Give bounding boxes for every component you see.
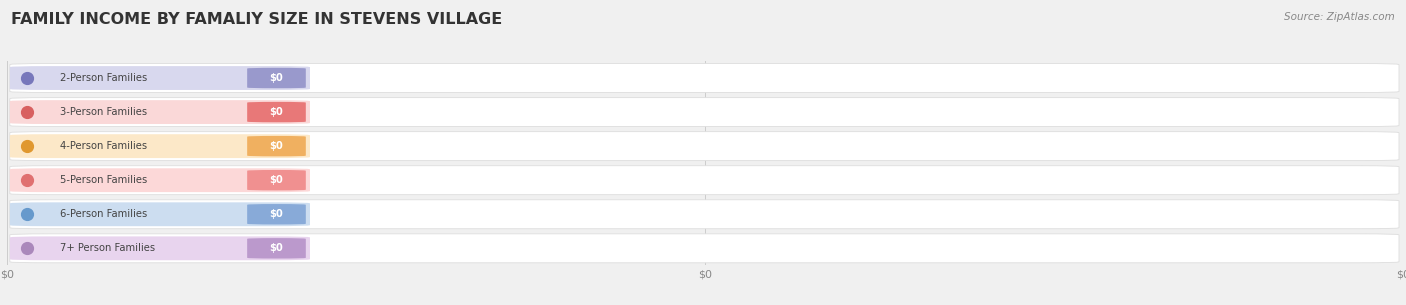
Text: FAMILY INCOME BY FAMALIY SIZE IN STEVENS VILLAGE: FAMILY INCOME BY FAMALIY SIZE IN STEVENS…	[11, 12, 502, 27]
FancyBboxPatch shape	[10, 200, 1399, 229]
Text: 6-Person Families: 6-Person Families	[60, 209, 148, 219]
FancyBboxPatch shape	[10, 236, 309, 260]
FancyBboxPatch shape	[10, 168, 309, 192]
FancyBboxPatch shape	[247, 136, 307, 156]
FancyBboxPatch shape	[10, 166, 1399, 195]
Text: $0: $0	[270, 243, 284, 253]
FancyBboxPatch shape	[247, 68, 307, 88]
FancyBboxPatch shape	[10, 134, 309, 158]
Text: $0: $0	[270, 73, 284, 83]
FancyBboxPatch shape	[247, 238, 307, 259]
Text: 3-Person Families: 3-Person Families	[60, 107, 148, 117]
FancyBboxPatch shape	[247, 170, 307, 190]
Text: Source: ZipAtlas.com: Source: ZipAtlas.com	[1284, 12, 1395, 22]
Text: $0: $0	[270, 141, 284, 151]
FancyBboxPatch shape	[247, 204, 307, 224]
Text: $0: $0	[270, 175, 284, 185]
FancyBboxPatch shape	[10, 202, 309, 226]
Text: 5-Person Families: 5-Person Families	[60, 175, 148, 185]
FancyBboxPatch shape	[247, 102, 307, 122]
Text: 2-Person Families: 2-Person Families	[60, 73, 148, 83]
FancyBboxPatch shape	[10, 66, 309, 90]
FancyBboxPatch shape	[10, 234, 1399, 263]
Text: $0: $0	[270, 107, 284, 117]
FancyBboxPatch shape	[10, 100, 309, 124]
FancyBboxPatch shape	[10, 63, 1399, 92]
Text: 4-Person Families: 4-Person Families	[60, 141, 148, 151]
Text: 7+ Person Families: 7+ Person Families	[60, 243, 155, 253]
FancyBboxPatch shape	[10, 132, 1399, 161]
Text: $0: $0	[270, 209, 284, 219]
FancyBboxPatch shape	[10, 98, 1399, 127]
